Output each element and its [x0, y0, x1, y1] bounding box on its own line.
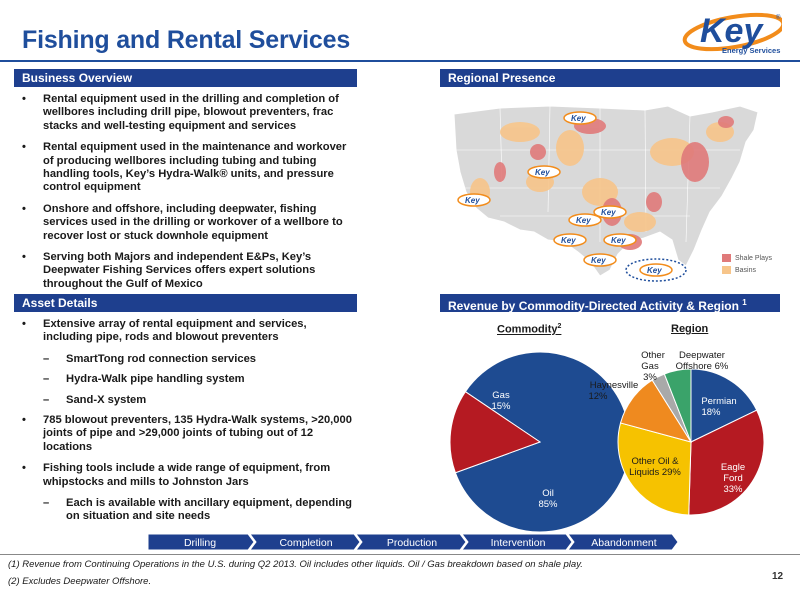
marker-label: Key: [535, 168, 550, 177]
haynesville-label: Haynesville: [590, 380, 639, 391]
bullet-text: Extensive array of rental equipment and …: [43, 318, 307, 344]
regional-presence-header: Regional Presence: [440, 69, 780, 87]
list-item: • Serving both Majors and independent E&P…: [22, 251, 316, 290]
lifecycle-stage-drilling: [148, 534, 255, 550]
sub-list-item: – Sand-X system: [43, 393, 147, 406]
key-location-markers: Key Key Key Key Key Key Key Key Key: [457, 111, 687, 282]
list-item: • Rental equipment used in the maintenanc…: [22, 141, 347, 194]
list-item: • Fishing tools include a wide range of e…: [22, 462, 331, 488]
eagle-ford-label-1: Eagle: [721, 462, 745, 473]
commodity-pie: [449, 351, 631, 532]
marker-label: Key: [601, 208, 616, 217]
marker-label: Key: [647, 266, 662, 275]
bullet-text: 785 blowout preventers, 135 Hydra-Walk s…: [43, 414, 352, 453]
deepwater-label-2: Offshore 6%: [676, 361, 729, 372]
list-item: • Onshore and offshore, including deepwat…: [22, 202, 343, 242]
asset-details-header: Asset Details: [14, 294, 357, 312]
commodity-label: Commodity2: [497, 323, 561, 336]
legend-label: Shale Plays: [735, 254, 772, 262]
lifecycle-stage-label: Production: [387, 537, 437, 549]
region-label: Region: [671, 323, 709, 335]
business-overview-header: Business Overview: [14, 69, 357, 87]
lifecycle-stage-completion: [249, 534, 361, 550]
revenue-header: Revenue by Commodity-Directed Activity &…: [440, 294, 780, 313]
page-number: 12: [772, 571, 784, 582]
business-overview-list: • Rental equipment used in the drilling a…: [22, 93, 352, 299]
haynesville-pct: 12%: [588, 391, 608, 402]
marker-label: Key: [571, 114, 586, 123]
revenue-pie-charts: Gas 15% Oil 85% Permian 18% Eagle Ford 3…: [449, 350, 765, 532]
bullet-text: Onshore and offshore, including deepwate…: [43, 202, 343, 242]
pie-labels: Gas 15% Oil 85% Permian 18% Eagle Ford 3…: [491, 350, 745, 510]
other-gas-pct: 3%: [643, 372, 657, 383]
revenue-header-text: Revenue by Commodity-Directed Activity &…: [448, 299, 739, 313]
sub-bullet-text: SmartTong rod connection services: [66, 352, 257, 365]
marker-label: Key: [611, 236, 626, 245]
lifecycle-stage-label: Drilling: [184, 537, 216, 549]
permian-label: Permian: [701, 396, 736, 407]
deepwater-label-1: Deepwater: [679, 350, 725, 361]
footnote-2: (2) Excludes Deepwater Offshore.: [8, 576, 152, 587]
pie-slice-deepwater-offshore: [663, 368, 692, 443]
legend-label: Basins: [735, 266, 757, 274]
list-item: • Extensive array of rental equipment and…: [22, 318, 307, 344]
list-item: • Rental equipment used in the drilling a…: [22, 93, 339, 132]
footnote-1: (1) Revenue from Continuing Operations i…: [8, 559, 583, 570]
lifecycle-stage-label: Abandonment: [591, 537, 656, 549]
eagle-ford-label-2: Ford: [723, 473, 743, 484]
revenue-footnote-ref: 1: [742, 298, 747, 307]
bullet-text: Fishing tools include a wide range of eq…: [43, 462, 331, 488]
legend-swatch: [722, 254, 731, 262]
lifecycle-stage-intervention: [461, 534, 573, 550]
lifecycle-stage-abandonment: [567, 534, 678, 550]
marker-label: Key: [465, 196, 480, 205]
marker-label: Key: [561, 236, 576, 245]
other-gas-label-2: Gas: [641, 361, 659, 372]
key-logo: Key ®: [682, 12, 782, 52]
us-map: Key Key Key Key Key Key Key Key Key: [453, 105, 759, 282]
pie-slice-gas: [449, 390, 542, 474]
bullet-text: Rental equipment used in the maintenance…: [43, 141, 347, 194]
sub-bullet-text: Each is available with ancillary equipme…: [66, 497, 352, 523]
logo-wordmark: Key: [700, 12, 764, 50]
bullet-text: Rental equipment used in the drilling an…: [43, 93, 339, 132]
lifecycle-bar: Drilling Completion Production Intervention…: [148, 534, 678, 550]
sub-bullet-text: Hydra-Walk pipe handling system: [66, 373, 245, 386]
logo-subtitle: Energy Services: [722, 46, 781, 55]
asset-details-list: • Extensive array of rental equipment and…: [22, 318, 352, 531]
marker-label: Key: [576, 216, 591, 225]
pie-slice-other-oil-liquids: [617, 422, 692, 516]
sub-list-item: – SmartTong rod connection services: [43, 352, 257, 365]
commodity-label-text: Commodity: [497, 323, 558, 336]
legend-swatch: [722, 266, 731, 274]
legend-basins: Basins: [722, 266, 756, 274]
pie-slice-permian: [690, 368, 758, 443]
list-item: • 785 blowout preventers, 135 Hydra-Walk …: [22, 414, 352, 453]
oil-pct: 85%: [538, 499, 558, 510]
page-title: Fishing and Rental Services: [22, 26, 351, 54]
sub-bullet-text: Sand-X system: [66, 393, 147, 406]
legend-shale: Shale Plays: [722, 254, 772, 262]
sub-list-item: – Hydra-Walk pipe handling system: [43, 373, 245, 386]
bullet-text: Serving both Majors and independent E&Ps…: [43, 251, 316, 290]
logo-registered: ®: [776, 14, 781, 21]
title-rule: [0, 60, 800, 62]
oil-label: Oil: [542, 488, 554, 499]
lifecycle-stage-label: Completion: [279, 537, 332, 549]
eagle-ford-pct: 33%: [723, 484, 743, 495]
lifecycle-stage-label: Intervention: [491, 537, 546, 549]
lifecycle-stage-production: [355, 534, 467, 550]
gas-pct: 15%: [491, 401, 511, 412]
sub-list-item: – Each is available with ancillary equipm…: [43, 497, 352, 523]
other-oil-label-1: Other Oil &: [632, 456, 680, 467]
other-gas-label-1: Other: [641, 350, 665, 361]
gas-label: Gas: [492, 390, 510, 401]
region-pie: [617, 368, 765, 516]
other-oil-label-2: Liquids 29%: [629, 467, 681, 478]
permian-pct: 18%: [701, 407, 721, 418]
marker-label: Key: [591, 256, 606, 265]
pie-slice-eagle-ford: [688, 409, 765, 516]
commodity-footnote-ref: 2: [557, 323, 562, 330]
footer-rule: [0, 554, 800, 555]
